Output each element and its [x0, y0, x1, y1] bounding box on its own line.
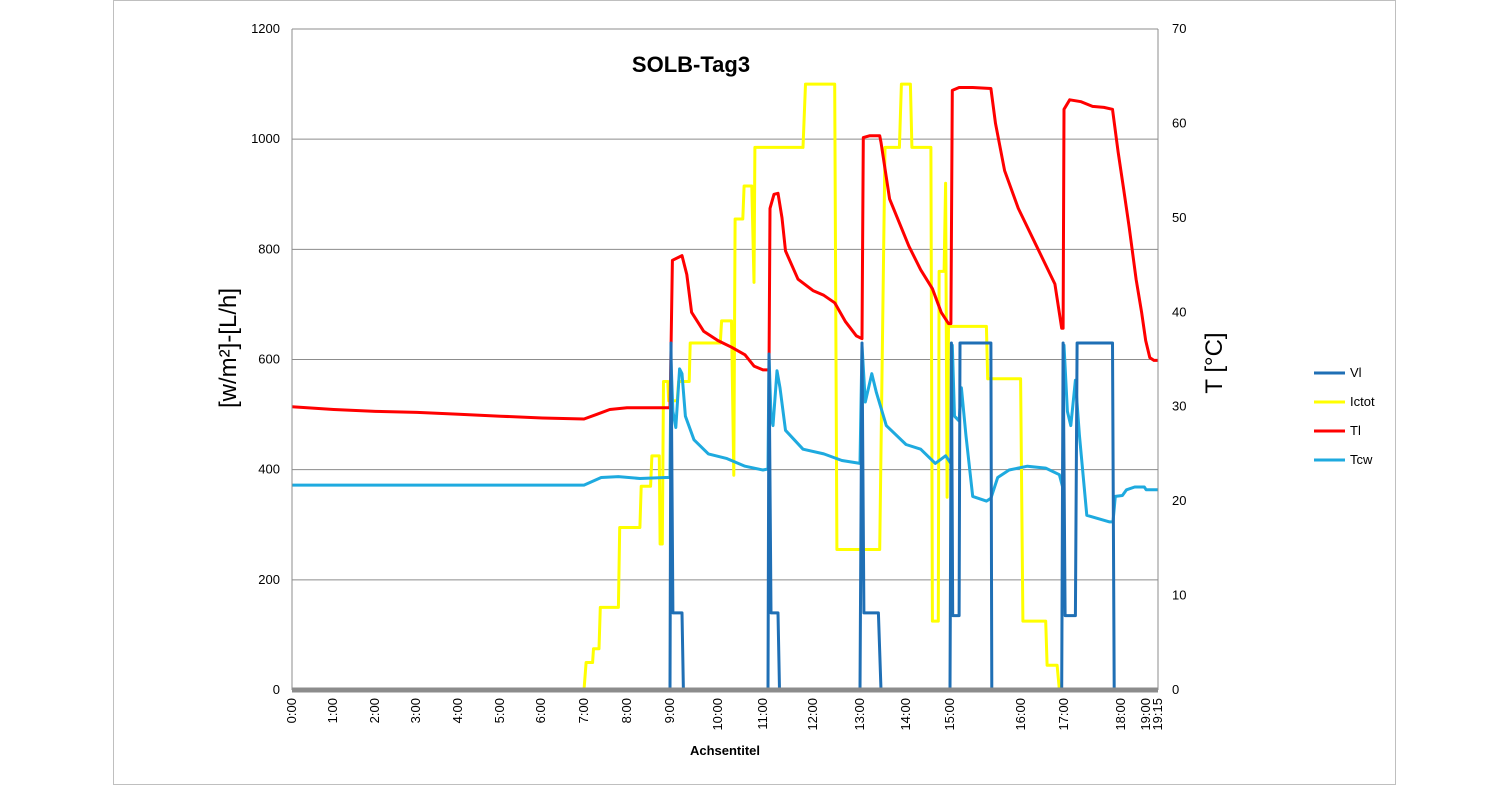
gridlines	[292, 28, 1158, 581]
legend-label-tcw: Tcw	[1350, 452, 1373, 467]
y2-tick-label: 60	[1172, 115, 1186, 130]
x-tick-label: 6:00	[533, 698, 548, 723]
y2-axis-title: T [°C]	[1201, 332, 1228, 393]
x-tick-label: 8:00	[619, 698, 634, 723]
y-tick-label: 800	[258, 241, 280, 256]
legend: Vl Ictot Tl Tcw	[1314, 365, 1375, 467]
y2-tick-label: 40	[1172, 304, 1186, 319]
y2-tick-label: 20	[1172, 493, 1186, 508]
x-tick-label: 7:00	[576, 698, 591, 723]
y-axis-title: [w/m²]-[L/h]	[215, 288, 242, 408]
y-tick-label: 200	[258, 572, 280, 587]
x-tick-label: 11:00	[755, 698, 770, 730]
x-tick-label: 2:00	[367, 698, 382, 723]
x-tick-label: 0:00	[284, 698, 299, 723]
x-tick-label: 5:00	[492, 698, 507, 723]
axes: 0 200 400 600 800 1000 1200 0 10 20 30 40 50 60 70 0:00…	[251, 21, 1186, 731]
x-tick-label: 18:00	[1113, 698, 1128, 731]
y2-tick-label: 70	[1172, 21, 1186, 36]
x-axis-title: Achsentitel	[690, 743, 760, 758]
series-line-ictot	[292, 82, 1128, 692]
x-tick-label: 13:00	[852, 698, 867, 731]
legend-label-vl: Vl	[1350, 365, 1362, 380]
x-tick-label: 3:00	[408, 698, 423, 723]
series-line-vl	[292, 341, 1128, 692]
y-tick-label: 1000	[251, 131, 280, 146]
legend-label-ictot: Ictot	[1350, 394, 1375, 409]
x-tick-label: 16:00	[1013, 698, 1028, 731]
legend-label-tl: Tl	[1350, 423, 1361, 438]
x-tick-label: 19:15	[1150, 698, 1165, 731]
chart-title: SOLB-Tag3	[632, 52, 750, 77]
x-tick-label: 14:00	[898, 698, 913, 731]
x-tick-label: 17:00	[1056, 698, 1071, 731]
x-tick-label: 19:00	[1138, 698, 1153, 731]
y2-tick-label: 50	[1172, 210, 1186, 225]
x-tick-label: 4:00	[450, 698, 465, 723]
series-line-tcw	[292, 343, 1158, 524]
y2-tick-label: 0	[1172, 682, 1179, 697]
series-line-tl	[291, 86, 1158, 421]
x-tick-label: 12:00	[805, 698, 820, 731]
y-tick-label: 1200	[251, 21, 280, 36]
x-tick-label: 10:00	[710, 698, 725, 731]
y-tick-label: 400	[258, 462, 280, 477]
chart-area	[113, 0, 1396, 785]
y2-tick-label: 10	[1172, 588, 1186, 603]
x-tick-label: 1:00	[325, 698, 340, 723]
series-lines	[291, 82, 1158, 692]
y-tick-label: 0	[273, 682, 280, 697]
x-tick-label: 15:00	[942, 698, 957, 731]
y2-tick-label: 30	[1172, 399, 1186, 414]
x-tick-label: 9:00	[662, 698, 677, 723]
y-tick-label: 600	[258, 352, 280, 367]
